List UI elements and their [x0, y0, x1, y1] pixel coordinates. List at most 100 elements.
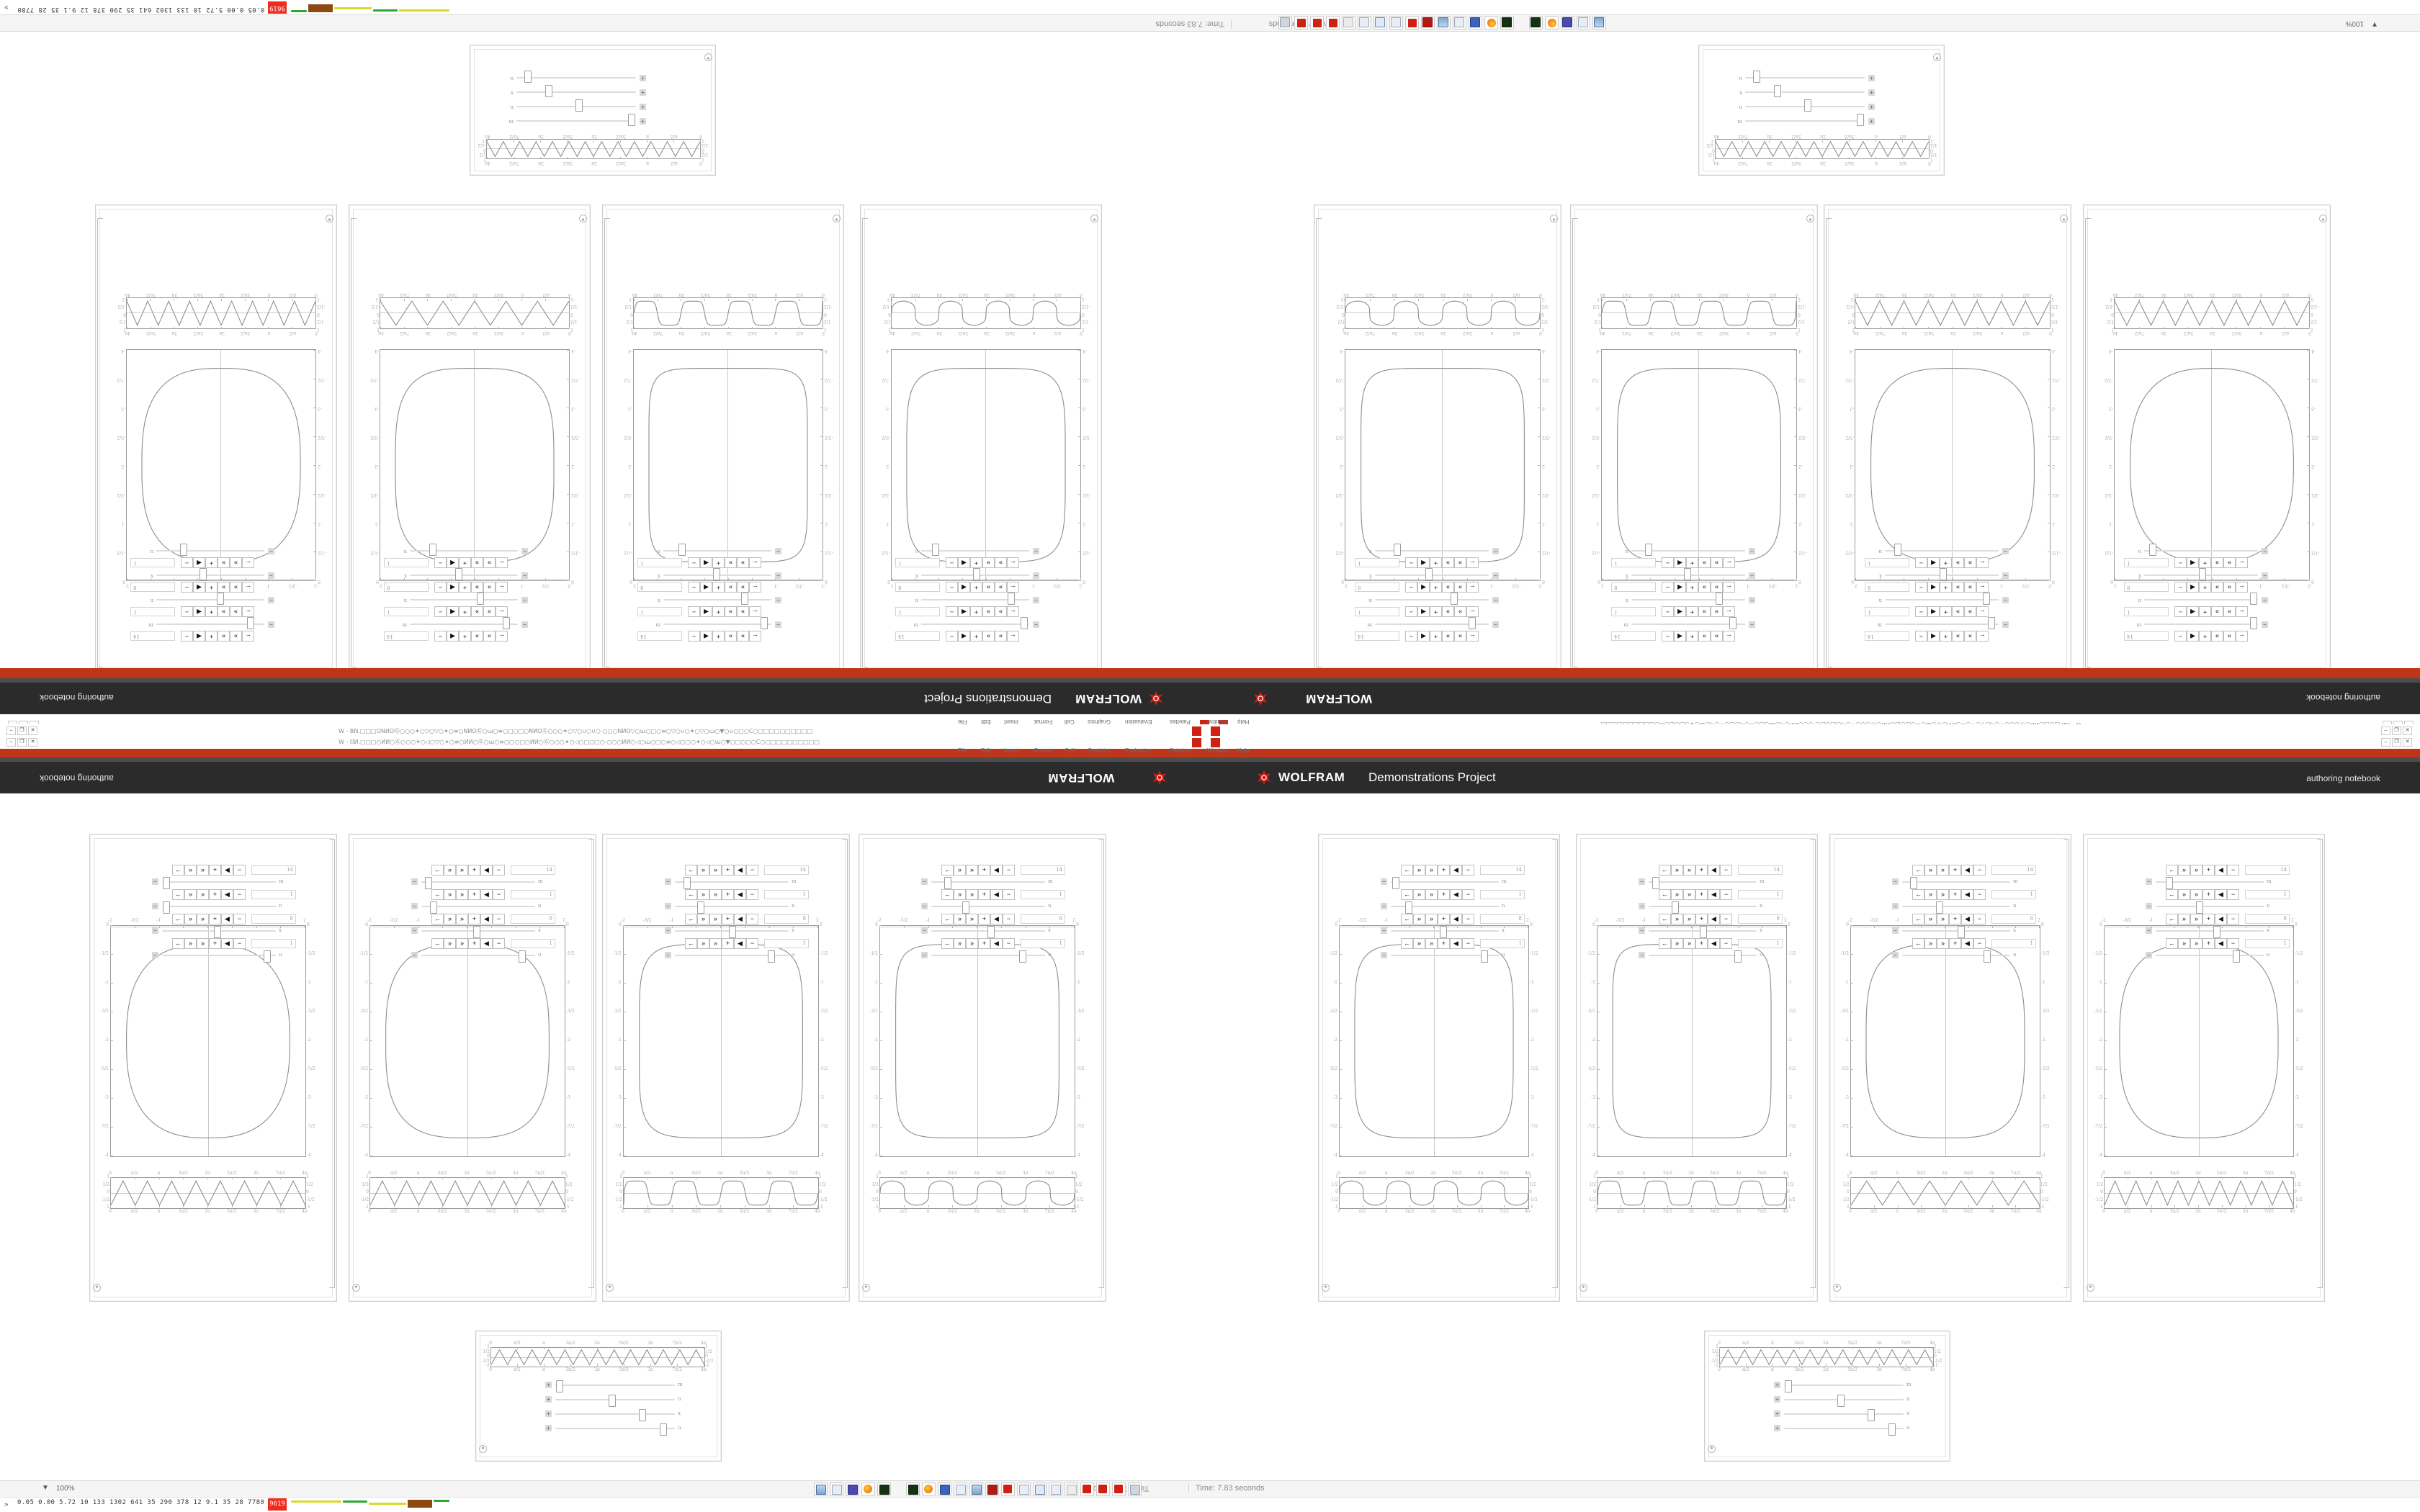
taskbar-icon-notepad-4[interactable] [1358, 16, 1371, 30]
step-down-button[interactable]: » [1442, 557, 1454, 568]
manipulate-value-field[interactable]: 1 [764, 939, 809, 948]
increment-button[interactable]: + [712, 582, 725, 593]
slider-row[interactable]: − n [2146, 901, 2278, 914]
decrement-button[interactable]: − [688, 582, 700, 593]
win-restore-c[interactable]: ❐ [2392, 726, 2401, 735]
play-button[interactable]: ◀ [447, 582, 459, 593]
slider-track[interactable] [2144, 624, 2258, 625]
decrement-button[interactable]: − [493, 889, 505, 900]
slider-thumb[interactable] [1405, 901, 1412, 914]
menu-item-format[interactable]: Format [1034, 747, 1053, 754]
increment-button[interactable]: + [1949, 938, 1961, 949]
reset-button[interactable]: ← [2166, 914, 2178, 924]
slider-thumb[interactable] [1425, 568, 1433, 580]
slider-open-button[interactable]: − [665, 903, 671, 909]
play-button[interactable]: ◀ [2215, 889, 2227, 900]
taskbar-bottom-icon-floppy-64[interactable] [938, 1482, 951, 1496]
manipulate-value-field[interactable]: 14 [2245, 865, 2290, 875]
increment-button[interactable]: + [205, 557, 218, 568]
step-up-button[interactable]: » [444, 914, 456, 924]
slider-open-button[interactable]: − [665, 927, 671, 934]
decrement-button[interactable]: − [493, 938, 505, 949]
step-up-button[interactable]: » [184, 865, 197, 876]
slider-track[interactable] [410, 550, 518, 552]
cell-bracket[interactable] [842, 839, 848, 1288]
slider-row[interactable]: + u [545, 1423, 689, 1436]
manipulate-value-field[interactable]: 1 [130, 607, 175, 616]
slider-open-button[interactable]: − [1639, 878, 1645, 885]
slider-row[interactable]: − x [142, 568, 274, 580]
slider-open-button[interactable]: − [521, 572, 528, 579]
slider-thumb[interactable] [1936, 901, 1943, 914]
step-down-button[interactable]: » [1442, 606, 1454, 617]
increment-button[interactable]: + [459, 606, 471, 617]
manipulate-value-field[interactable]: 8 [1865, 582, 1909, 592]
manipulate-value-field[interactable]: 1 [2245, 890, 2290, 899]
notebook-window[interactable]: 0 0 π/2 π/2 π π 3π/2 3π/2 2π 2π 5π/2 5π/2 3π 3π 7π/2 7π… [1314, 204, 1561, 672]
manipulate-value-field[interactable]: 8 [384, 582, 429, 592]
slider-track[interactable] [1885, 550, 1999, 552]
step-down-button[interactable]: » [1425, 938, 1438, 949]
slider-open-button[interactable]: − [665, 952, 671, 958]
slider-thumb[interactable] [609, 1395, 617, 1407]
increment-button[interactable]: + [712, 606, 725, 617]
manipulate-value-field[interactable]: 1 [1865, 558, 1909, 567]
step-up-button[interactable]: » [444, 889, 456, 900]
step-down-button[interactable]: » [725, 582, 737, 593]
reset-button[interactable]: ← [1401, 914, 1413, 924]
chevron-icon-left[interactable]: » [4, 4, 9, 12]
increment-button[interactable]: + [459, 557, 471, 568]
decrement-button[interactable]: − [688, 606, 700, 617]
slider-thumb[interactable] [1784, 1380, 1792, 1392]
cell-bracket[interactable] [1316, 218, 1322, 667]
increment-button[interactable]: + [468, 938, 480, 949]
play-button[interactable]: ◀ [1927, 631, 1940, 642]
cell-bracket[interactable] [1572, 218, 1578, 667]
slider-thumb[interactable] [973, 568, 980, 580]
slider-open-button[interactable]: − [921, 927, 928, 934]
taskbar-icon-calculator[interactable] [1592, 16, 1606, 30]
taskbar-bottom-icon-calculator-2[interactable] [969, 1482, 983, 1496]
menu-item-window[interactable]: Window [1207, 747, 1228, 754]
decrement-button[interactable]: − [233, 865, 246, 876]
win-close-d[interactable]: ✕ [2403, 738, 2412, 747]
window-spikey-icon-a[interactable] [1192, 726, 1201, 736]
slider-row[interactable]: − m [152, 877, 290, 889]
step-up-button[interactable]: » [1964, 606, 1976, 617]
slider-open-button[interactable]: − [268, 572, 274, 579]
manipulate-value-field[interactable]: 14 [1991, 865, 2036, 875]
slider-thumb[interactable] [180, 544, 187, 556]
decrement-button[interactable]: − [946, 582, 958, 593]
reset-button[interactable]: ← [1007, 631, 1019, 642]
decrement-button[interactable]: − [434, 582, 447, 593]
step-down-button[interactable]: » [471, 557, 483, 568]
reset-button[interactable]: ← [1723, 557, 1735, 568]
reset-button[interactable]: ← [496, 606, 508, 617]
win-restore-b[interactable]: ❐ [17, 738, 27, 747]
increment-button[interactable]: + [205, 606, 218, 617]
increment-button[interactable]: + [209, 865, 221, 876]
step-up-button[interactable]: » [1671, 865, 1683, 876]
slider-thumb[interactable] [729, 926, 736, 938]
slider-thumb[interactable] [962, 901, 970, 914]
slider-open-button[interactable]: + [1868, 75, 1875, 81]
slider-open-button[interactable]: − [1492, 572, 1499, 579]
reset-button[interactable]: ← [685, 938, 697, 949]
reset-button[interactable]: ← [1976, 606, 1989, 617]
step-down-button[interactable]: » [2190, 914, 2202, 924]
manipulate-value-field[interactable]: 1 [384, 558, 429, 567]
step-up-button[interactable]: » [1413, 914, 1425, 924]
decrement-button[interactable]: − [746, 865, 758, 876]
taskbar-icon-calculator-2[interactable] [1437, 16, 1451, 30]
manipulate-value-field[interactable]: 8 [895, 582, 940, 592]
reset-button[interactable]: ← [1401, 865, 1413, 876]
slider-open-button[interactable]: − [411, 878, 418, 885]
step-up-button[interactable]: » [1964, 557, 1976, 568]
increment-button[interactable]: + [1430, 557, 1442, 568]
slider-thumb[interactable] [472, 926, 480, 938]
slider-track[interactable] [162, 881, 276, 883]
step-down-button[interactable]: » [1442, 631, 1454, 642]
slider-open-button[interactable]: − [2262, 621, 2268, 628]
decrement-button[interactable]: − [233, 889, 246, 900]
increment-button[interactable]: + [2199, 557, 2211, 568]
